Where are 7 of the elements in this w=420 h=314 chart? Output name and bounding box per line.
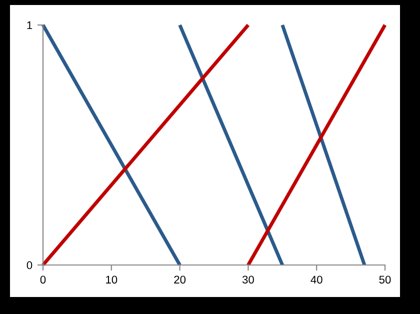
y-tick-label: 1 — [27, 21, 32, 30]
x-tick-label: 50 — [379, 276, 391, 284]
x-tick-label: 0 — [40, 276, 46, 284]
x-tick-label: 30 — [242, 276, 254, 284]
x-tick-label: 10 — [106, 276, 118, 284]
x-tick-label: 20 — [174, 276, 186, 284]
x-tick-label: 40 — [310, 276, 322, 284]
